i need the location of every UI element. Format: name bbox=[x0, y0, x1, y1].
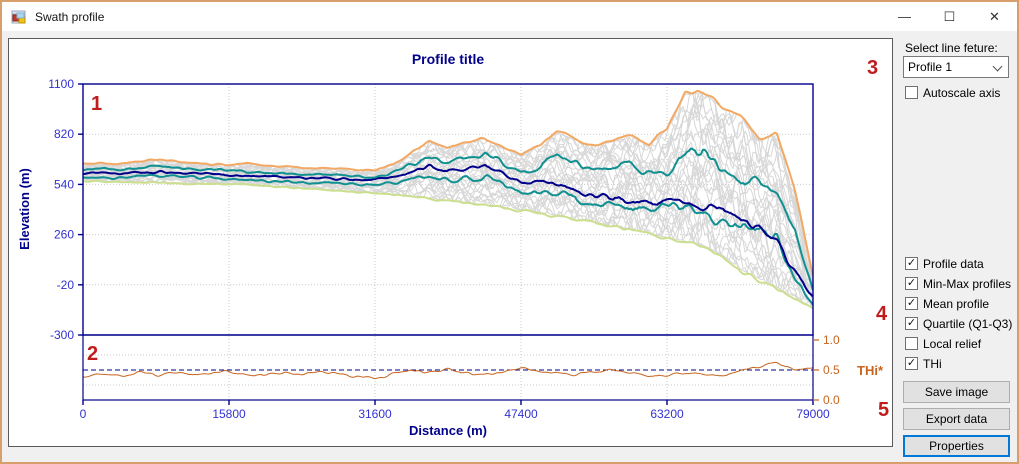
toggle-thi-label: THi bbox=[923, 356, 942, 371]
toggle-quartile-q1-q3--label: Quartile (Q1-Q3) bbox=[923, 316, 1013, 331]
thi-tick-label: 1.0 bbox=[823, 333, 840, 347]
properties-button[interactable]: Properties bbox=[903, 435, 1010, 457]
line-feature-combobox[interactable]: Profile 1 bbox=[903, 56, 1009, 78]
chevron-down-icon bbox=[992, 61, 1003, 72]
toggle-mean-profile-checkbox[interactable]: ✓ bbox=[905, 297, 918, 310]
x-tick-label: 31600 bbox=[358, 407, 392, 421]
thi-axis-label: THi* bbox=[857, 363, 884, 378]
toggle-profile-data[interactable]: ✓ Profile data bbox=[905, 255, 984, 272]
toggle-local-relief-checkbox[interactable] bbox=[905, 337, 918, 350]
toggle-profile-data-label: Profile data bbox=[923, 256, 984, 271]
export-data-button[interactable]: Export data bbox=[903, 408, 1010, 430]
y-tick-label: 540 bbox=[54, 177, 74, 191]
x-axis-label: Distance (m) bbox=[409, 423, 487, 438]
autoscale-axis-checkbox-row-checkbox[interactable] bbox=[905, 86, 918, 99]
toggle-quartile-q1-q3-[interactable]: ✓ Quartile (Q1-Q3) bbox=[905, 315, 1012, 332]
x-tick-label: 79000 bbox=[796, 407, 830, 421]
toggle-min-max-profiles-label: Min-Max profiles bbox=[923, 276, 1012, 291]
annotation-4: 4 bbox=[876, 303, 888, 325]
client-area: 1100 820 540 260 -20 -300 0 15800 31600 47400 6320… bbox=[2, 31, 1017, 462]
app-icon bbox=[11, 10, 26, 23]
thi-tick-label: 0.0 bbox=[823, 393, 840, 407]
line-feature-combobox-value: Profile 1 bbox=[908, 60, 953, 74]
toggle-mean-profile-label: Mean profile bbox=[923, 296, 990, 311]
annotation-2: 2 bbox=[87, 343, 99, 365]
save-image-button[interactable]: Save image bbox=[903, 381, 1010, 403]
annotation-5: 5 bbox=[878, 399, 890, 421]
y-tick-label: 1100 bbox=[48, 77, 74, 91]
y-tick-label: 260 bbox=[54, 228, 74, 242]
annotation-1: 1 bbox=[91, 93, 103, 115]
select-line-feature-label: Select line feture: bbox=[905, 41, 998, 55]
close-button[interactable]: ✕ bbox=[989, 8, 1000, 24]
x-tick-label: 47400 bbox=[504, 407, 538, 421]
toggle-local-relief-label: Local relief bbox=[923, 336, 982, 351]
y-tick-label: -20 bbox=[57, 278, 75, 292]
autoscale-axis-checkbox-row-label: Autoscale axis bbox=[923, 85, 1001, 100]
annotation-3: 3 bbox=[867, 57, 879, 79]
toggle-local-relief[interactable]: Local relief bbox=[905, 335, 981, 352]
swath-profile-chart: 1100 820 540 260 -20 -300 0 15800 31600 47400 6320… bbox=[8, 38, 893, 447]
profile-chart-svg: 1100 820 540 260 -20 -300 0 15800 31600 47400 6320… bbox=[17, 51, 884, 438]
toggle-min-max-profiles-checkbox[interactable]: ✓ bbox=[905, 277, 918, 290]
toggle-mean-profile[interactable]: ✓ Mean profile bbox=[905, 295, 989, 312]
x-tick-label: 15800 bbox=[212, 407, 246, 421]
maximize-button[interactable]: ☐ bbox=[943, 8, 956, 24]
toggle-min-max-profiles[interactable]: ✓ Min-Max profiles bbox=[905, 275, 1011, 292]
x-tick-label: 63200 bbox=[650, 407, 684, 421]
minimize-button[interactable]: — bbox=[898, 9, 911, 24]
title-bar: Swath profile — ☐ ✕ bbox=[2, 2, 1017, 31]
y-tick-label: 820 bbox=[54, 127, 74, 141]
window-title: Swath profile bbox=[35, 9, 105, 24]
y-tick-label: -300 bbox=[50, 328, 74, 342]
toggle-profile-data-checkbox[interactable]: ✓ bbox=[905, 257, 918, 270]
chart-title: Profile title bbox=[412, 51, 485, 67]
thi-tick-label: 0.5 bbox=[823, 363, 840, 377]
x-tick-label: 0 bbox=[80, 407, 87, 421]
autoscale-axis-checkbox-row[interactable]: Autoscale axis bbox=[905, 84, 1000, 101]
toggle-thi-checkbox[interactable]: ✓ bbox=[905, 357, 918, 370]
toggle-thi[interactable]: ✓ THi bbox=[905, 355, 942, 372]
y-axis-label: Elevation (m) bbox=[17, 168, 32, 250]
toggle-quartile-q1-q3--checkbox[interactable]: ✓ bbox=[905, 317, 918, 330]
